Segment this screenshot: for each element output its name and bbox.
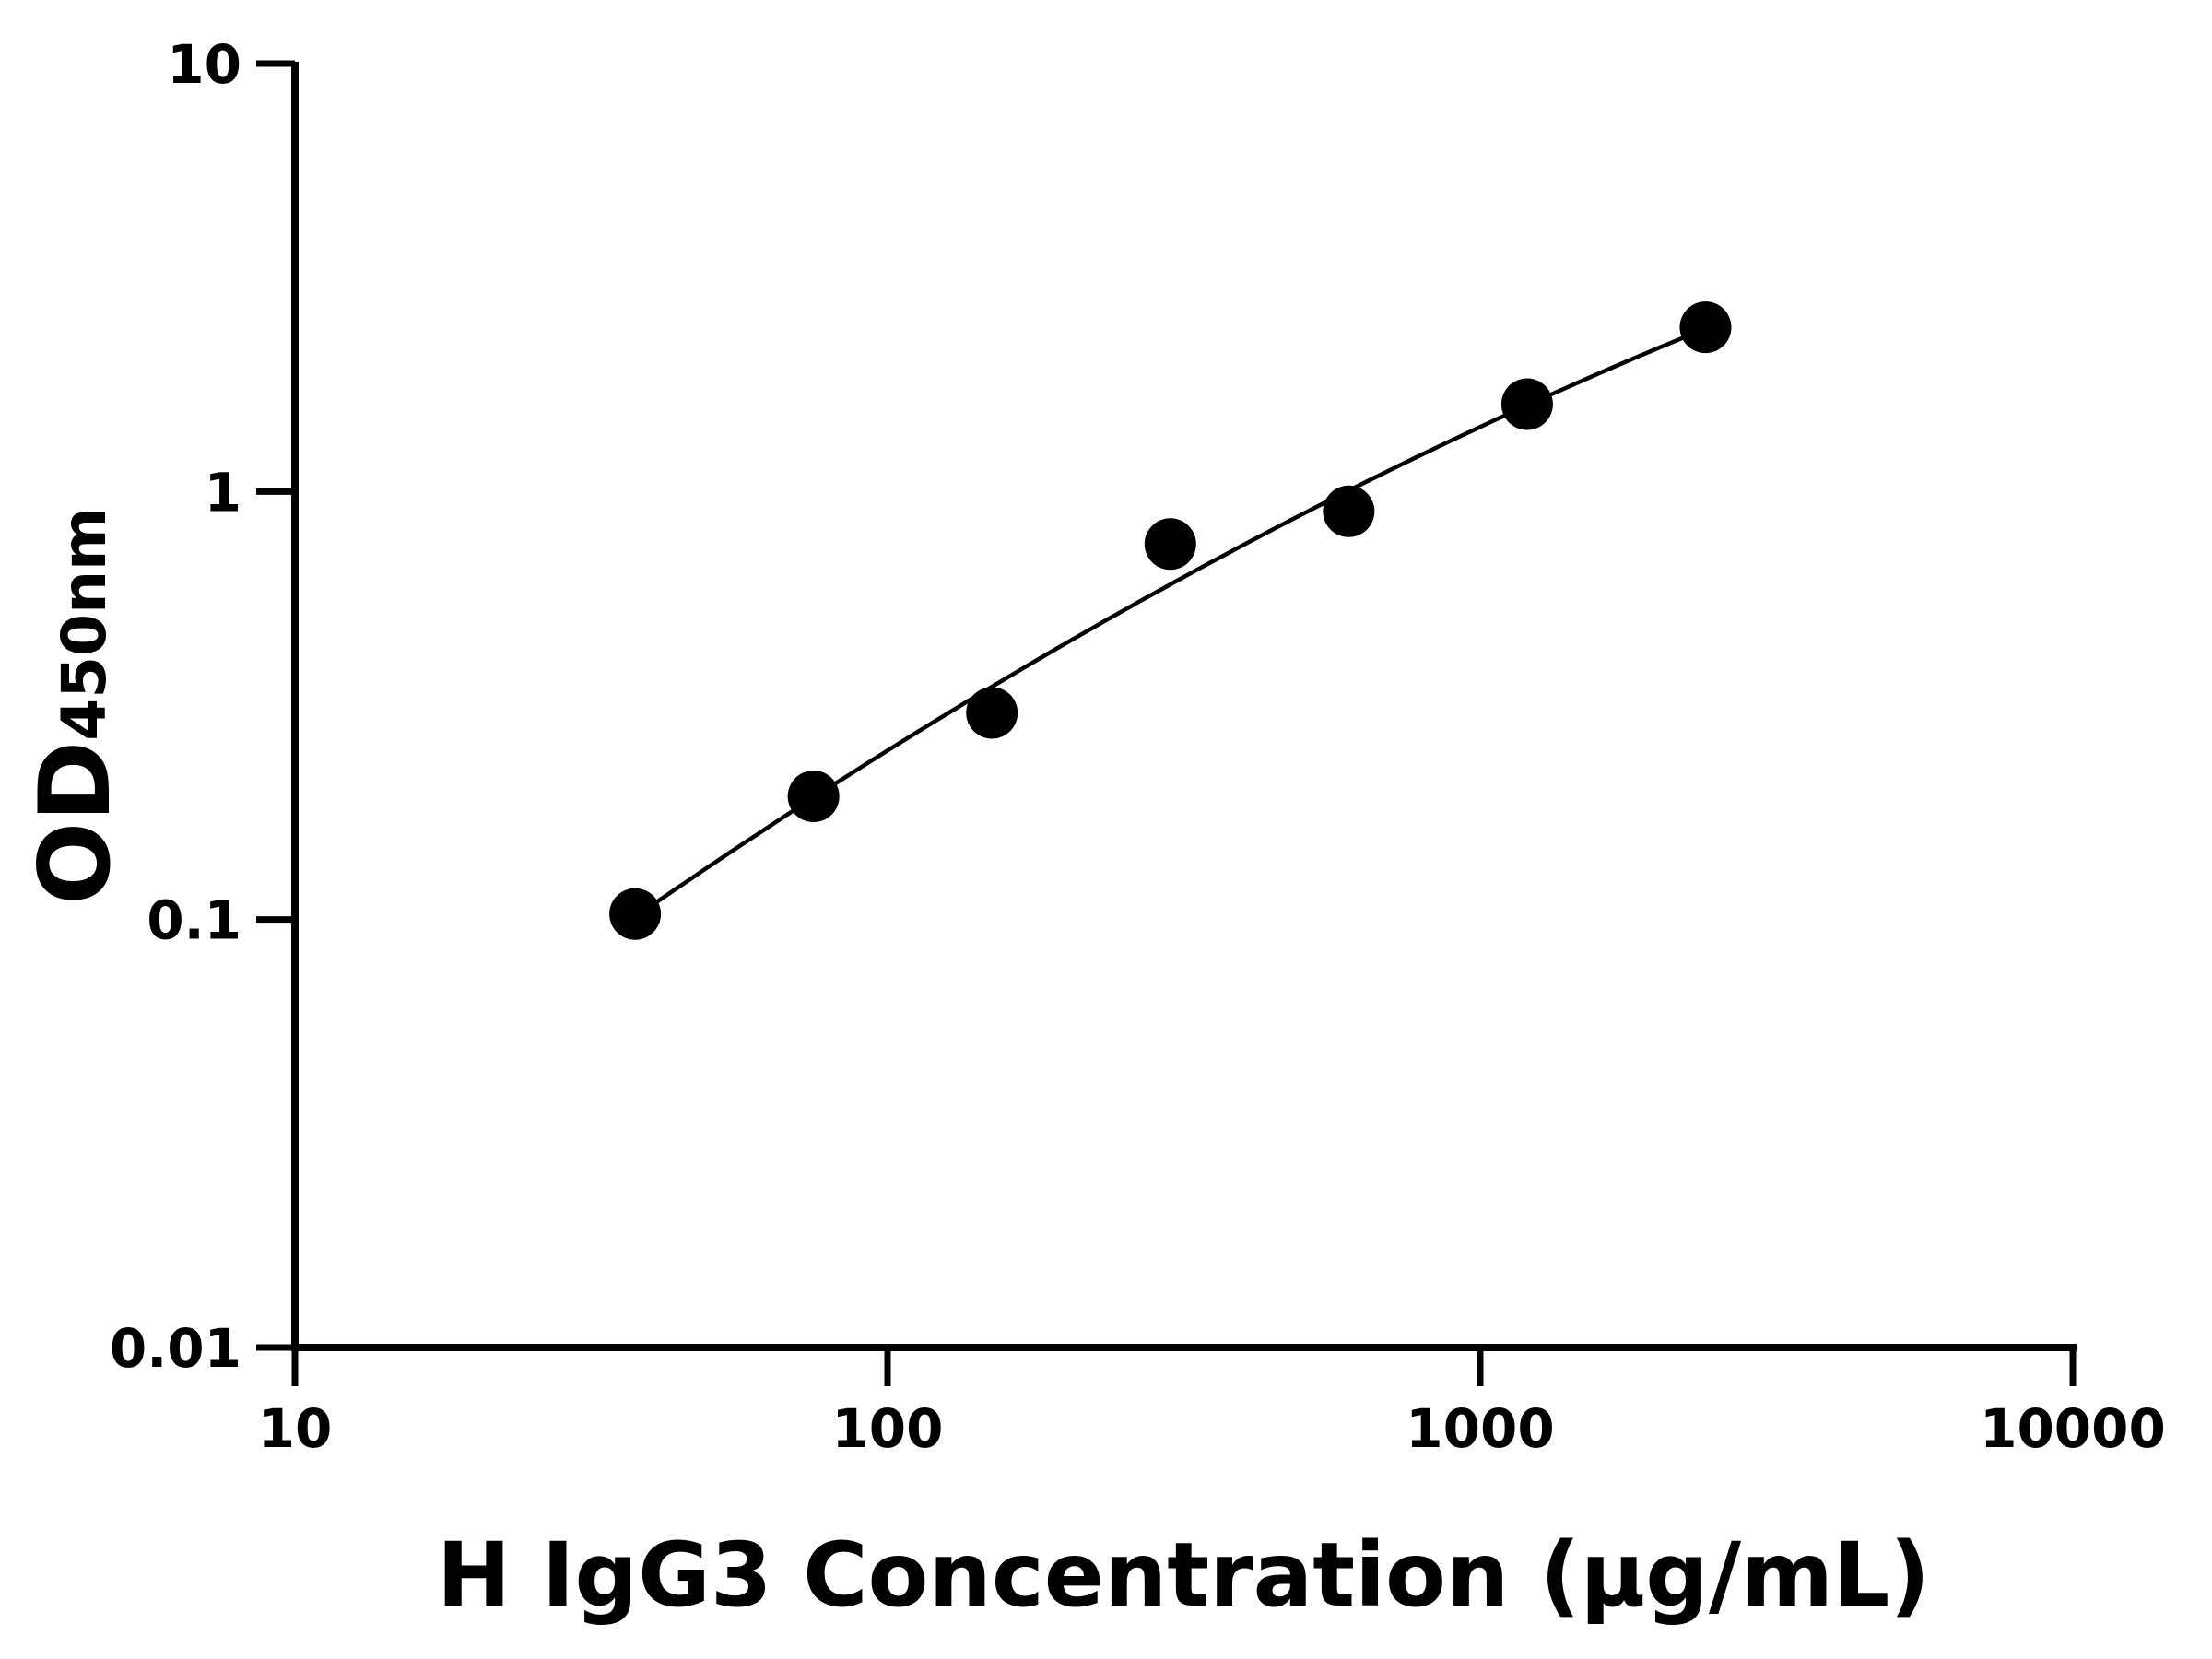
data-point — [1679, 301, 1732, 354]
y-axis-title-main: OD — [18, 741, 132, 905]
data-point — [1500, 378, 1553, 430]
data-point — [966, 687, 1018, 739]
x-axis-title: H IgG3 Concentration (μg/mL) — [437, 1524, 1930, 1627]
data-point — [787, 771, 840, 823]
data-point — [1323, 485, 1375, 537]
y-tick-label: 0.01 — [110, 1317, 241, 1380]
y-axis-title-subscript: 450nm — [49, 507, 120, 741]
y-tick-label: 1 — [205, 461, 241, 524]
y-tick-label: 10 — [167, 33, 241, 96]
data-point — [609, 888, 662, 940]
x-tick-label: 10000 — [1980, 1397, 2166, 1460]
x-tick-label: 100 — [831, 1397, 943, 1460]
y-tick-label: 0.1 — [147, 889, 241, 952]
x-tick-label: 10 — [258, 1397, 333, 1460]
x-tick-label: 1000 — [1406, 1397, 1554, 1460]
y-axis-title: OD450nm — [18, 507, 132, 905]
data-point — [1144, 518, 1196, 571]
